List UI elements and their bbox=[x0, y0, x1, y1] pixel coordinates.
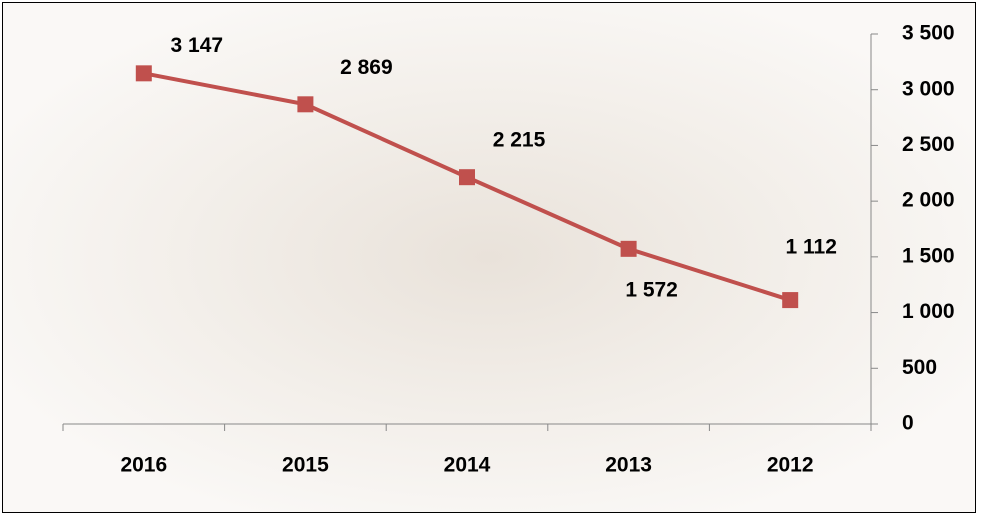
data-marker bbox=[297, 96, 314, 113]
data-marker bbox=[135, 65, 152, 82]
chart: 0 500 1 000 1 500 2 000 2 500 3 000 3 500 2016 20… bbox=[62, 22, 955, 477]
data-marker bbox=[459, 169, 475, 186]
y-tick-label: 1 000 bbox=[902, 300, 955, 323]
data-line bbox=[143, 71, 791, 302]
data-label: 2 869 bbox=[340, 56, 393, 79]
y-tick-label: 2 500 bbox=[902, 133, 955, 156]
data-label: 2 215 bbox=[493, 129, 546, 152]
y-tick-label: 1 500 bbox=[902, 244, 955, 267]
x-tick-label: 2013 bbox=[605, 454, 652, 477]
data-marker bbox=[782, 292, 799, 309]
x-tick-label: 2012 bbox=[767, 454, 814, 477]
y-tick-label: 3 000 bbox=[902, 77, 955, 100]
data-label: 3 147 bbox=[171, 34, 224, 57]
y-tick-label: 3 500 bbox=[902, 22, 955, 45]
data-label: 1 572 bbox=[625, 278, 678, 301]
x-tick-label: 2014 bbox=[444, 454, 491, 477]
data-label: 1 112 bbox=[785, 236, 836, 259]
data-marker bbox=[620, 240, 637, 257]
y-tick-label: 500 bbox=[902, 356, 937, 379]
y-tick-label: 2 000 bbox=[902, 189, 955, 212]
x-tick-label: 2015 bbox=[282, 454, 329, 477]
chart-frame: 0 500 1 000 1 500 2 000 2 500 3 000 3 500 2016 20… bbox=[2, 2, 976, 513]
x-tick-label: 2016 bbox=[120, 454, 167, 477]
y-tick-label: 0 bbox=[902, 412, 914, 435]
